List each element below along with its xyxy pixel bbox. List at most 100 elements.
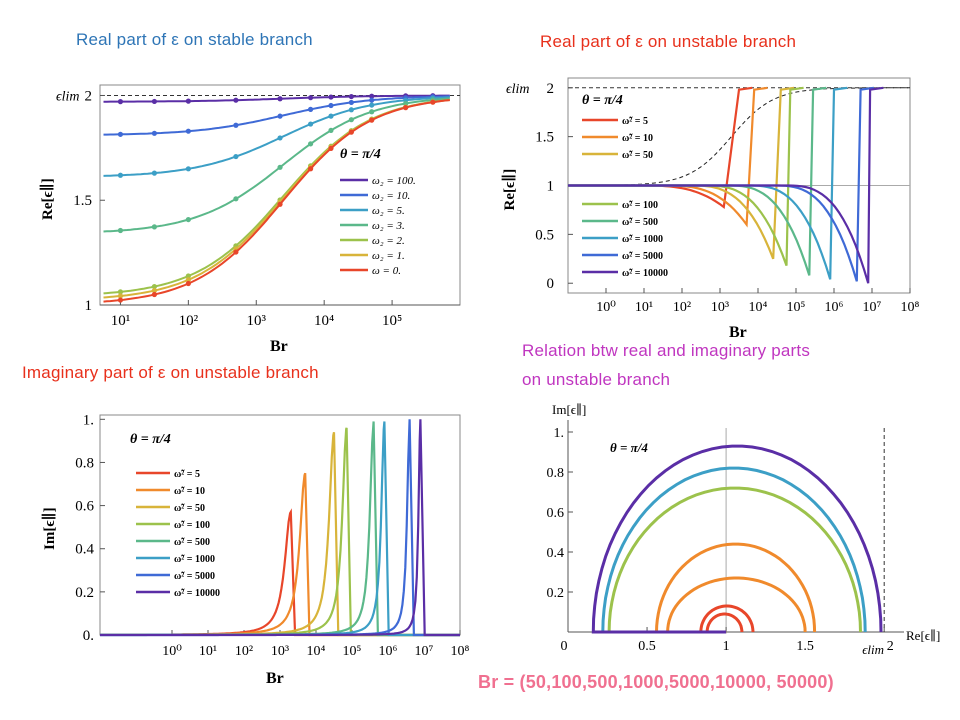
legend-label: ω₂ = 10. xyxy=(372,190,410,202)
legend-label: ω̃² = 10000 xyxy=(174,588,220,599)
data-point xyxy=(277,96,283,102)
x-tick-label: 10⁸ xyxy=(901,300,920,315)
legend-label: ω₂ = 3. xyxy=(372,220,405,232)
legend-label: ω̃² = 5000 xyxy=(622,251,663,262)
legend-label: ω₂ = 2. xyxy=(372,235,405,247)
y-tick-label: 1.5 xyxy=(73,193,92,209)
legend-label: ω = 0. xyxy=(372,265,401,277)
legend-label: ω̃² = 5 xyxy=(174,469,200,480)
chart-unstable-real: 0 0.5 1 1.5 2 10⁰ 10¹ 10² 10³ 10⁴ 10⁵ 10⁶ 10⁷ 10⁸ ϵlim… xyxy=(501,77,920,341)
data-point xyxy=(403,105,409,111)
data-point xyxy=(403,100,409,107)
data-point xyxy=(185,273,191,279)
y-tick-label: 1.5 xyxy=(535,130,554,146)
data-point xyxy=(233,196,239,202)
y-tick-label: 0.4 xyxy=(75,542,94,558)
legend-label: ω̃² = 5000 xyxy=(174,571,215,582)
data-point xyxy=(185,277,191,283)
data-point xyxy=(307,106,314,113)
y-tick-label: 0.8 xyxy=(75,455,94,471)
data-point xyxy=(307,141,314,147)
legend-label: ω̃² = 5 xyxy=(622,116,648,127)
data-point xyxy=(151,130,157,136)
y-axis-label: Im[ϵ∥] xyxy=(552,402,586,417)
data-point xyxy=(185,216,191,223)
data-point xyxy=(117,172,124,178)
data-point xyxy=(185,98,191,104)
data-point xyxy=(233,122,239,128)
x-tick-label: 10⁷ xyxy=(863,300,882,315)
x-axis-label: Br xyxy=(266,670,284,687)
y-tick-label: 0.4 xyxy=(547,546,565,561)
x-tick-label: 1.5 xyxy=(796,639,814,654)
data-point xyxy=(277,164,283,170)
data-point xyxy=(117,227,124,234)
y-tick-label: 0.2 xyxy=(75,585,94,601)
x-tick-label: 10⁴ xyxy=(749,300,768,315)
x-tick-label: 10¹ xyxy=(111,313,131,329)
data-point xyxy=(185,280,191,287)
data-point xyxy=(151,224,157,230)
series-line xyxy=(568,86,795,260)
x-tick-label: 10⁷ xyxy=(415,644,434,659)
x-tick-label: 10¹ xyxy=(635,300,653,315)
x-tick-label: 10⁵ xyxy=(382,313,402,329)
data-point xyxy=(369,93,375,99)
data-point xyxy=(348,93,354,100)
legend-label: ω̃² = 1000 xyxy=(622,234,663,245)
data-point xyxy=(328,94,334,100)
elim-label: ϵlim xyxy=(862,642,884,657)
y-axis-label: Re[ϵ∥] xyxy=(39,178,56,220)
legend-label: ω̃² = 100 xyxy=(622,200,658,211)
y-axis-label: Im[ϵ∥] xyxy=(41,507,58,550)
x-tick-label: 1 xyxy=(723,639,730,654)
x-tick-label: 10⁶ xyxy=(825,300,844,315)
x-axis-label: Re[ϵ∥] xyxy=(906,628,940,643)
caption-stable-real: Real part of ε on stable branch xyxy=(76,30,313,49)
legend-label: ω̃² = 10 xyxy=(622,133,653,144)
legend-label: ω̃² = 500 xyxy=(174,537,210,548)
x-tick-label: 10³ xyxy=(271,644,289,659)
data-point xyxy=(277,113,283,119)
x-tick-label: 10⁰ xyxy=(162,644,182,659)
series-curve xyxy=(666,576,807,634)
data-point xyxy=(328,102,334,109)
y-tick-label: 2 xyxy=(547,81,555,97)
series-line xyxy=(100,419,460,637)
x-tick-label: 10⁵ xyxy=(343,644,362,659)
x-tick-label: 10⁶ xyxy=(379,644,398,659)
data-point xyxy=(151,291,157,298)
caption-relation-line2: on unstable branch xyxy=(522,370,671,389)
footer-br-values: Br = (50,100,500,1000,5000,10000, 50000) xyxy=(478,672,834,692)
legend-label: ω̃² = 1000 xyxy=(174,554,215,565)
x-tick-label: 10¹ xyxy=(199,644,217,659)
data-point xyxy=(117,99,124,105)
legend-label: ω₂ = 100. xyxy=(372,175,416,187)
x-tick-label: 10³ xyxy=(247,313,267,329)
x-tick-label: 0 xyxy=(561,639,568,654)
data-point xyxy=(369,109,375,115)
series-line xyxy=(568,86,884,284)
legend-label: ω₂ = 5. xyxy=(372,205,405,217)
data-point xyxy=(348,99,354,106)
y-tick-label: 0.2 xyxy=(547,586,565,601)
data-point xyxy=(277,135,283,141)
y-tick-label: 0.6 xyxy=(547,506,565,521)
data-point xyxy=(233,249,239,255)
x-tick-label: 10⁴ xyxy=(307,644,326,659)
x-tick-label: 0.5 xyxy=(638,639,656,654)
data-point xyxy=(151,98,157,105)
y-tick-label: 1 xyxy=(85,298,93,314)
data-point xyxy=(185,128,191,134)
y-tick-label: 0.5 xyxy=(535,227,554,243)
data-point xyxy=(233,97,239,103)
y-tick-label: 1 xyxy=(547,179,555,195)
series-line xyxy=(568,86,848,280)
data-point xyxy=(328,145,334,151)
y-tick-label: 0.6 xyxy=(75,499,94,515)
x-tick-label: 10⁸ xyxy=(451,644,470,659)
theta-annotation: θ = π/4 xyxy=(130,432,171,447)
series-curve xyxy=(705,612,744,634)
legend-label: ω̃² = 10000 xyxy=(622,268,668,279)
